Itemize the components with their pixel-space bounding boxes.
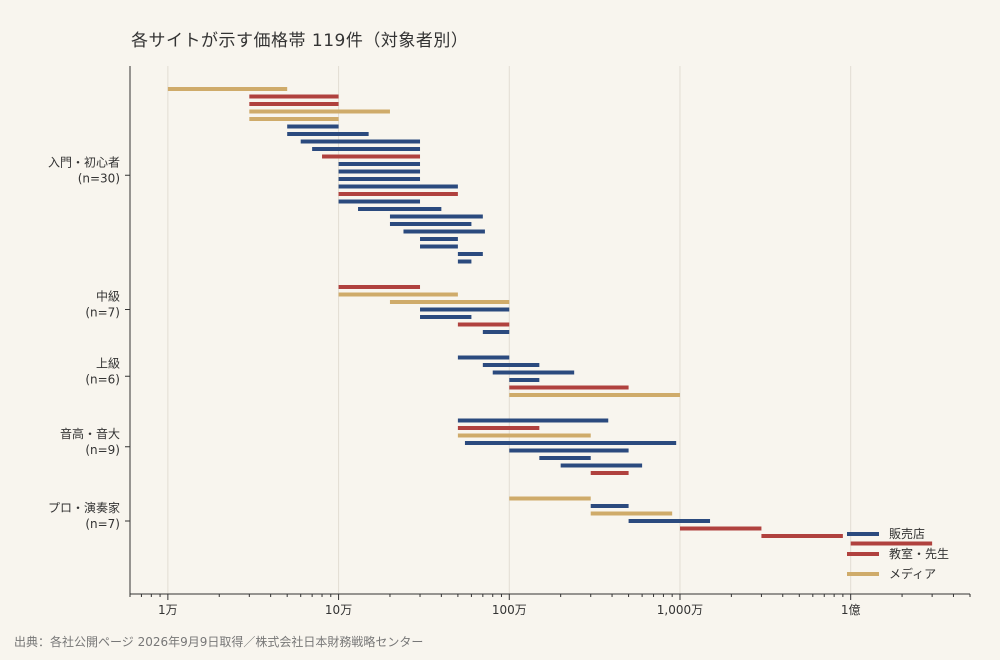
range-bar xyxy=(464,441,677,445)
group-label: 入門・初心者 xyxy=(48,155,120,169)
range-bar xyxy=(457,426,540,430)
range-bar xyxy=(338,285,421,289)
range-bar xyxy=(509,378,540,382)
range-bar xyxy=(338,292,458,297)
range-bar xyxy=(300,139,421,144)
range-bar xyxy=(457,322,510,327)
range-bar xyxy=(312,147,421,151)
range-bar xyxy=(679,526,762,531)
range-bar xyxy=(560,463,643,468)
range-bar xyxy=(590,471,629,475)
x-tick-label: 1万 xyxy=(158,603,178,617)
x-tick-label: 10万 xyxy=(325,603,352,617)
range-bar xyxy=(509,385,629,390)
range-bar xyxy=(482,363,540,367)
group-label: 中級 xyxy=(96,289,120,304)
range-bar xyxy=(509,496,591,501)
range-bar xyxy=(482,330,510,334)
axes xyxy=(125,66,971,600)
group-count: (n=30) xyxy=(78,171,120,185)
group-count: (n=7) xyxy=(85,306,120,320)
range-bar xyxy=(338,192,458,196)
range-bar xyxy=(457,433,591,438)
range-bar xyxy=(389,222,472,226)
legend-label: 販売店 xyxy=(889,526,925,541)
range-bar xyxy=(850,541,933,546)
range-bar xyxy=(509,448,629,453)
source-note: 出典：各社公開ページ 2026年9月9日取得／株式会社日本財務戦略センター xyxy=(14,635,424,649)
legend-label: 教室・先生 xyxy=(889,546,949,561)
range-bar xyxy=(492,370,575,375)
range-bar xyxy=(420,315,472,319)
range-bars xyxy=(167,87,933,546)
range-bar xyxy=(457,355,510,360)
range-bar xyxy=(420,307,510,312)
x-tick-label: 1億 xyxy=(841,603,861,617)
range-bar xyxy=(761,534,843,538)
range-bar xyxy=(389,300,510,304)
range-bar xyxy=(590,511,673,516)
legend-label: メディア xyxy=(889,566,936,581)
range-bar xyxy=(420,244,458,249)
range-bar xyxy=(389,214,483,219)
range-bar xyxy=(628,519,711,523)
range-bar xyxy=(338,177,421,181)
group-label: プロ・演奏家 xyxy=(48,500,120,515)
range-bar xyxy=(457,252,483,256)
range-bar xyxy=(167,87,288,91)
x-tick-label: 100万 xyxy=(492,603,527,617)
range-bar xyxy=(338,162,421,166)
range-bar xyxy=(457,259,472,264)
range-bar xyxy=(420,237,458,241)
range-bar xyxy=(249,117,339,121)
group-count: (n=6) xyxy=(85,372,120,386)
range-bar xyxy=(249,102,339,106)
range-bar xyxy=(358,207,442,211)
range-bar xyxy=(539,456,591,460)
group-label: 音高・音大 xyxy=(60,426,120,441)
range-bar xyxy=(287,132,369,136)
range-bar xyxy=(249,109,390,114)
group-label: 上級 xyxy=(96,356,120,370)
range-bar xyxy=(338,199,421,204)
range-bar xyxy=(338,184,458,189)
range-bar xyxy=(457,418,609,423)
chart-title: 各サイトが示す価格帯 119件（対象者別） xyxy=(131,31,469,51)
group-count: (n=9) xyxy=(85,443,120,457)
range-bar xyxy=(338,169,421,174)
x-tick-label: 1,000万 xyxy=(657,603,703,617)
range-bar xyxy=(509,393,680,397)
group-count: (n=7) xyxy=(85,517,120,531)
range-bar xyxy=(287,124,339,129)
range-bar xyxy=(249,94,339,99)
tick-labels: 1万 10万 100万 1,000万 1億 入門・初心者 (n=30) 中級 (n=7) 上級 (n… xyxy=(48,155,861,617)
range-bar xyxy=(590,504,629,508)
range-bar xyxy=(403,229,485,234)
range-bar xyxy=(322,154,421,159)
